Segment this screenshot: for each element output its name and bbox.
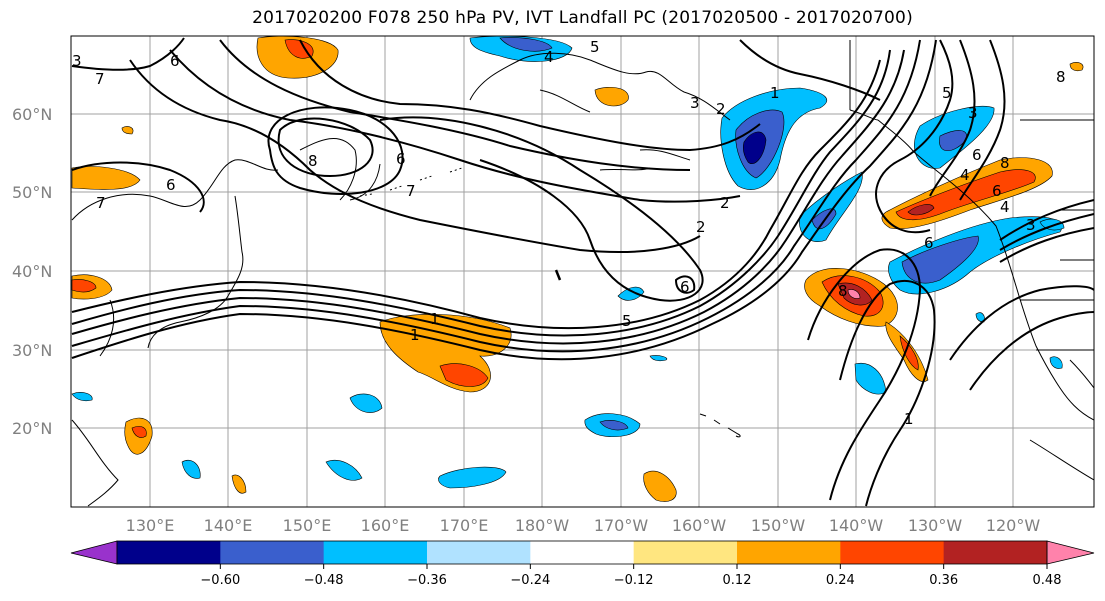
colorbar-tick-label: −0.12 (614, 573, 654, 588)
contour-label: 7 (406, 182, 416, 200)
colorbar-cell (117, 541, 221, 564)
graticule (71, 36, 1094, 507)
lon-label: 170°W (594, 516, 649, 535)
colorbar-tick-label: −0.36 (407, 573, 447, 588)
contour-label: 8 (308, 152, 318, 170)
colorbar-tick-label: 0.36 (929, 573, 958, 588)
contour-label: 1 (770, 84, 780, 102)
contour-label: 4 (1000, 198, 1010, 216)
colorbar-tick-label: −0.48 (304, 573, 344, 588)
contour-label: 7 (96, 194, 106, 212)
lon-label: 140°E (204, 516, 253, 535)
colorbar-cell (840, 541, 945, 564)
colorbar-cell (633, 541, 738, 564)
contour-label: 8 (1000, 154, 1010, 172)
colorbar-left-extend (70, 540, 118, 565)
contour-label: 1 (904, 410, 914, 428)
contour-label: 6 (992, 182, 1002, 200)
contour-label: 8 (838, 282, 848, 300)
contour-label: 3 (1026, 216, 1036, 234)
colorbar-cell (220, 541, 325, 564)
lon-label: 170°E (440, 516, 489, 535)
lon-label: 130°W (908, 516, 963, 535)
colorbar-cell (943, 541, 1048, 564)
colorbar-tick-label: 0.48 (1033, 573, 1062, 588)
latitude-labels: 60°N 50°N 40°N 30°N 20°N (12, 105, 52, 438)
colorbar-cell (323, 541, 428, 564)
longitude-labels: 130°E 140°E 150°E 160°E 170°E 180°W 170°… (126, 516, 1041, 535)
colorbar-cell (427, 541, 531, 564)
colorbar-frame (116, 540, 1048, 565)
lon-label: 140°W (829, 516, 884, 535)
lat-label: 30°N (12, 341, 52, 360)
contour-label: 2 (716, 100, 726, 118)
contour-label: 4 (544, 48, 554, 66)
contour-labels: 3 7 6 5 4 3 2 1 8 6 7 2 2 6 1 5 6 1 7 6 … (72, 38, 1066, 428)
lon-label: 160°E (361, 516, 410, 535)
contour-label: 2 (720, 194, 730, 212)
lon-label: 120°W (986, 516, 1041, 535)
colorbar-cell (530, 541, 635, 564)
map-title: 2017020200 F078 250 hPa PV, IVT Landfall… (252, 8, 913, 28)
lat-label: 40°N (12, 262, 52, 281)
colorbar: −0.60 −0.48 −0.36 −0.24 −0.12 0.12 0.24 0.36 0.4… (70, 540, 1095, 588)
lon-label: 180°W (515, 516, 570, 535)
contour-label: 3 (72, 52, 82, 70)
contour-label: 3 (968, 104, 978, 122)
contour-label: 5 (942, 84, 952, 102)
contour-label: 2 (696, 218, 706, 236)
lat-label: 20°N (12, 419, 52, 438)
lon-label: 150°W (751, 516, 806, 535)
colorbar-tick-label: 0.24 (826, 573, 855, 588)
contour-label: 6 (924, 234, 934, 252)
contour-label: 6 (972, 146, 982, 164)
contour-label: 1 (410, 326, 420, 344)
lon-label: 160°W (672, 516, 727, 535)
contour-label: 6 (396, 150, 406, 168)
colorbar-tick-label: −0.24 (510, 573, 550, 588)
lat-label: 50°N (12, 183, 52, 202)
contour-label: 5 (622, 312, 632, 330)
contour-label: 7 (95, 70, 105, 88)
lat-label: 60°N (12, 105, 52, 124)
lon-label: 150°E (283, 516, 332, 535)
contour-label: 5 (590, 38, 600, 56)
contour-label: 6 (680, 278, 690, 296)
colorbar-cell (737, 541, 841, 564)
contour-label: 3 (690, 94, 700, 112)
contour-label: 8 (1056, 68, 1066, 86)
colorbar-tick-label: 0.12 (723, 573, 752, 588)
pc-shading (71, 36, 1084, 502)
contour-label: 6 (170, 52, 180, 70)
lon-label: 130°E (126, 516, 175, 535)
colorbar-tick-label: −0.60 (200, 573, 240, 588)
contour-label: 1 (430, 310, 440, 328)
map-border (70, 35, 1095, 508)
contour-label: 6 (166, 176, 176, 194)
colorbar-right-extend (1046, 540, 1095, 565)
contour-label: 4 (960, 166, 970, 184)
pv-contours (71, 37, 1094, 507)
